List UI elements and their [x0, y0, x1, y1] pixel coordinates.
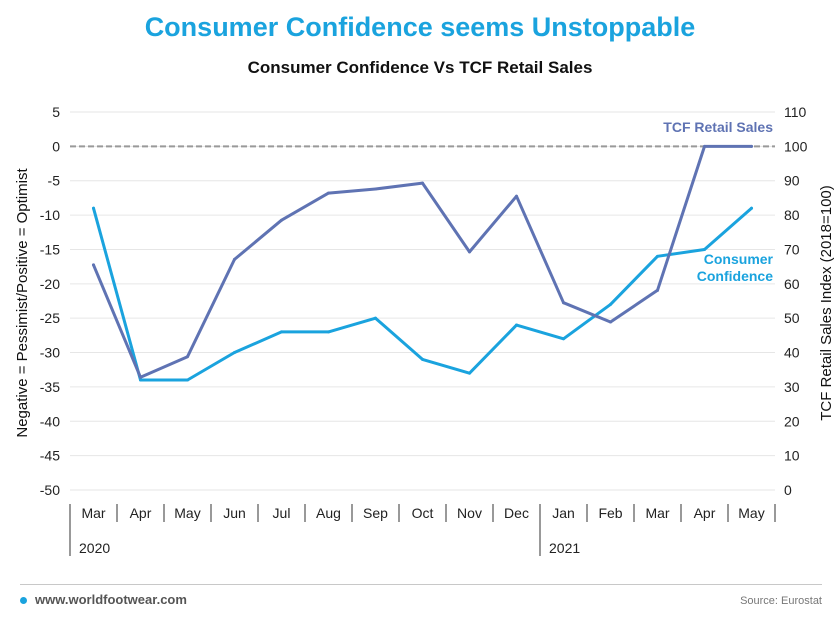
data-point — [139, 375, 142, 379]
footer-bullet-icon — [20, 597, 27, 604]
data-point — [703, 247, 706, 251]
right-axis-tick-label: 70 — [784, 241, 800, 257]
data-point — [515, 323, 518, 327]
right-axis-tick-label: 20 — [784, 413, 800, 429]
category-label: May — [738, 505, 764, 521]
right-axis-tick-label: 0 — [784, 482, 792, 498]
data-point — [92, 206, 95, 210]
left-axis-tick-label: 5 — [52, 104, 60, 120]
category-label: Nov — [457, 505, 482, 521]
series-label-tcf-retail-sales: TCF Retail Sales — [663, 119, 773, 135]
category-label: Jan — [552, 505, 575, 521]
year-group-label: 2020 — [79, 540, 110, 556]
data-point — [233, 351, 236, 355]
right-axis-tick-label: 110 — [784, 104, 807, 120]
left-axis-tick-label: -40 — [40, 413, 60, 429]
data-point — [656, 254, 659, 258]
left-axis-tick-label: 0 — [52, 138, 60, 154]
data-point — [327, 330, 330, 334]
left-axis-tick-label: -45 — [40, 448, 60, 464]
category-label: Feb — [598, 505, 622, 521]
footer-divider — [20, 584, 822, 585]
data-point — [280, 218, 283, 222]
left-axis-title: Negative = Pessimist/Positive = Optimist — [14, 168, 31, 438]
data-point — [562, 337, 565, 341]
left-axis-tick-label: -35 — [40, 379, 60, 395]
category-label: Apr — [130, 505, 152, 521]
left-axis-tick-label: -5 — [48, 173, 61, 189]
data-point — [750, 206, 753, 210]
series-label-consumer-confidence: Confidence — [697, 268, 773, 284]
series-label-consumer-confidence: Consumer — [704, 251, 774, 267]
right-axis-tick-label: 40 — [784, 345, 800, 361]
data-point — [562, 301, 565, 305]
category-label: May — [174, 505, 200, 521]
right-axis-tick-label: 60 — [784, 276, 800, 292]
data-point — [421, 357, 424, 361]
right-axis-tick-label: 90 — [784, 173, 800, 189]
data-point — [468, 371, 471, 375]
left-axis-tick-label: -20 — [40, 276, 60, 292]
chart-subtitle: Consumer Confidence Vs TCF Retail Sales — [247, 58, 593, 77]
left-axis-tick-label: -50 — [40, 482, 60, 498]
category-label: Apr — [694, 505, 716, 521]
right-axis-tick-label: 80 — [784, 207, 800, 223]
data-point — [233, 257, 236, 261]
right-axis-tick-label: 10 — [784, 448, 800, 464]
left-axis-tick-label: -30 — [40, 345, 60, 361]
right-axis-tick-label: 100 — [784, 138, 808, 154]
data-point — [327, 191, 330, 195]
data-point — [703, 144, 706, 148]
category-label: Aug — [316, 505, 341, 521]
data-point — [139, 378, 142, 382]
year-group-label: 2021 — [549, 540, 580, 556]
right-axis-tick-label: 30 — [784, 379, 800, 395]
data-point — [609, 302, 612, 306]
category-label: Jun — [223, 505, 246, 521]
category-label: Jul — [273, 505, 291, 521]
data-point — [186, 378, 189, 382]
left-axis-tick-label: -10 — [40, 207, 60, 223]
right-axis-title: TCF Retail Sales Index (2018=100) — [818, 185, 835, 421]
data-point — [186, 355, 189, 359]
right-axis-tick-label: 50 — [784, 310, 800, 326]
footer-website[interactable]: www.worldfootwear.com — [35, 592, 187, 607]
data-point — [750, 144, 753, 148]
data-point — [421, 181, 424, 185]
category-label: Sep — [363, 505, 388, 521]
category-label: Dec — [504, 505, 529, 521]
left-axis-tick-label: -25 — [40, 310, 60, 326]
data-point — [515, 194, 518, 198]
category-label: Mar — [81, 505, 105, 521]
data-point — [656, 288, 659, 292]
data-point — [92, 263, 95, 267]
chart-title: Consumer Confidence seems Unstoppable — [144, 12, 696, 42]
data-point — [609, 320, 612, 324]
footer-source: Source: Eurostat — [740, 595, 822, 607]
data-point — [280, 330, 283, 334]
data-point — [374, 316, 377, 320]
category-label: Mar — [645, 505, 669, 521]
left-axis-tick-label: -15 — [40, 241, 60, 257]
data-point — [374, 187, 377, 191]
category-label: Oct — [412, 505, 434, 521]
data-point — [468, 250, 471, 254]
